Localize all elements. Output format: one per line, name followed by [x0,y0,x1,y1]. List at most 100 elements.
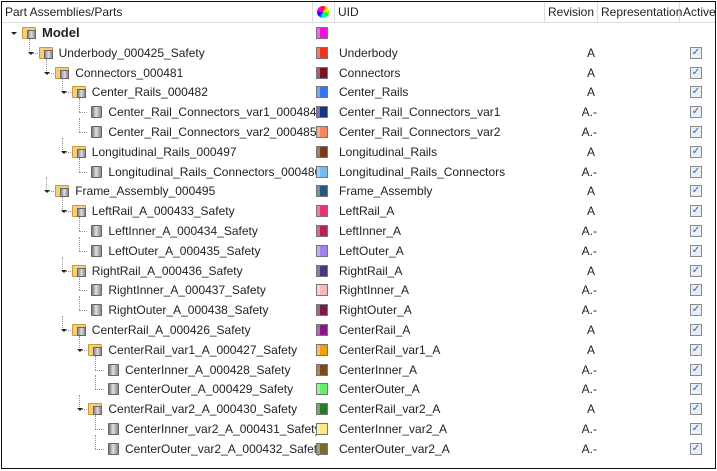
active-checkbox[interactable]: ✓ [690,225,702,237]
expand-toggle-icon[interactable] [60,91,67,95]
active-checkbox[interactable]: ✓ [690,363,702,376]
color-swatch[interactable] [316,145,328,158]
expand-toggle-icon[interactable] [77,348,84,352]
expand-toggle-icon[interactable] [44,190,51,194]
part-name[interactable]: CenterOuter_A_000429_Safety [125,382,294,397]
part-name[interactable]: CenterRail_var1_A_000427_Safety [108,342,298,357]
active-checkbox[interactable]: ✓ [690,304,702,317]
color-swatch[interactable] [316,423,328,435]
color-swatch[interactable] [316,27,328,39]
tree-row[interactable]: RightOuter_A_000438_Safety RightOuter_A A.… [2,296,715,320]
part-name[interactable]: Underbody_000425_Safety [58,45,205,60]
color-cell[interactable] [313,142,335,162]
tree-row[interactable]: LeftInner_A_000434_Safety LeftInner_A A.- ✓ [2,217,715,241]
color-swatch[interactable] [316,126,328,138]
active-checkbox[interactable]: ✓ [690,423,702,435]
active-checkbox[interactable]: ✓ [690,264,702,277]
active-checkbox[interactable]: ✓ [690,383,702,396]
active-checkbox[interactable]: ✓ [690,46,702,59]
expand-toggle-icon[interactable] [60,269,67,273]
color-swatch[interactable] [316,383,328,396]
tree-row[interactable]: RightInner_A_000437_Safety RightInner_A A.… [2,276,715,300]
part-name[interactable]: LeftInner_A_000434_Safety [108,224,258,238]
tree-row[interactable]: CenterRail_var2_A_000430_Safety CenterRai… [2,395,715,419]
tree-row[interactable]: Longitudinal_Rails_Connectors_000486 Long… [2,157,715,182]
tree-row[interactable]: Center_Rails_000482 Center_Rails A ✓ [2,78,715,102]
active-checkbox[interactable]: ✓ [690,403,702,416]
part-name[interactable]: LeftRail_A_000433_Safety [91,204,235,219]
tree-row[interactable]: LeftOuter_A_000435_Safety LeftOuter_A A.- ✓ [2,236,715,261]
active-checkbox[interactable]: ✓ [690,126,702,138]
color-cell[interactable] [313,360,335,380]
color-swatch[interactable] [316,403,328,416]
expand-toggle-icon[interactable] [44,71,51,75]
color-cell[interactable] [313,261,335,281]
color-cell[interactable] [313,162,335,182]
color-cell[interactable] [313,122,335,142]
color-cell[interactable] [313,221,335,241]
part-name[interactable]: Connectors_000481 [75,65,184,80]
expand-toggle-icon[interactable] [60,150,67,154]
color-cell[interactable] [313,399,335,419]
color-swatch[interactable] [316,205,328,218]
part-name[interactable]: Center_Rail_Connectors_var2_000485 [108,125,317,139]
part-name[interactable]: Longitudinal_Rails_000497 [91,144,237,159]
active-checkbox[interactable]: ✓ [690,244,702,257]
tree-row[interactable]: Frame_Assembly_000495 Frame_Assembly A ✓ [2,177,715,201]
active-checkbox[interactable]: ✓ [690,205,702,218]
color-swatch[interactable] [316,304,328,317]
color-swatch[interactable] [316,343,328,356]
part-name[interactable]: Longitudinal_Rails_Connectors_000486 [108,164,322,179]
color-swatch[interactable] [316,363,328,376]
color-swatch[interactable] [316,244,328,257]
color-cell[interactable] [313,241,335,261]
tree-row[interactable]: RightRail_A_000436_Safety RightRail_A A ✓ [2,256,715,281]
color-cell[interactable] [313,201,335,221]
color-cell[interactable] [313,181,335,201]
column-header-uid[interactable]: UID [335,2,545,23]
tree-row[interactable]: CenterInner_var2_A_000431_Safety CenterIn… [2,415,715,439]
color-cell[interactable] [313,43,335,63]
color-cell[interactable] [313,340,335,360]
tree-row[interactable]: LeftRail_A_000433_Safety LeftRail_A A ✓ [2,197,715,221]
color-swatch[interactable] [316,324,328,336]
color-cell[interactable] [313,23,335,43]
color-cell[interactable] [313,419,335,439]
part-name[interactable]: CenterOuter_var2_A_000432_Safety [125,441,324,456]
color-swatch[interactable] [316,284,328,297]
expand-toggle-icon[interactable] [11,32,17,35]
column-header-color[interactable] [313,2,335,23]
part-name[interactable]: Center_Rail_Connectors_var1_000484 [108,105,317,120]
tree-row[interactable]: Connectors_000481 Connectors A ✓ [2,58,715,83]
part-name[interactable]: Center_Rails_000482 [91,85,208,100]
active-checkbox[interactable]: ✓ [690,106,702,119]
part-name[interactable]: RightRail_A_000436_Safety [91,263,243,278]
color-cell[interactable] [313,82,335,102]
color-cell[interactable] [313,320,335,340]
tree-row[interactable]: CenterInner_A_000428_Safety CenterInner_A… [2,355,715,380]
color-swatch[interactable] [316,165,328,178]
expand-toggle-icon[interactable] [60,210,67,214]
tree-row[interactable]: CenterRail_A_000426_Safety CenterRail_A A ✓ [2,316,715,340]
part-name[interactable]: CenterInner_A_000428_Safety [125,362,291,377]
color-cell[interactable] [313,379,335,399]
color-swatch[interactable] [316,86,328,99]
tree-row[interactable]: CenterOuter_A_000429_Safety CenterOuter_A… [2,375,715,399]
expand-toggle-icon[interactable] [77,408,84,412]
column-header-active[interactable]: Active [683,5,716,19]
active-checkbox[interactable]: ✓ [690,145,702,158]
tree-row[interactable]: Center_Rail_Connectors_var1_000484 Center… [2,98,715,122]
part-name[interactable]: Model [42,25,80,40]
part-name[interactable]: RightInner_A_000437_Safety [108,283,266,298]
column-header-representation[interactable]: Representation [598,2,682,23]
part-name[interactable]: CenterRail_var2_A_000430_Safety [108,402,298,417]
color-swatch[interactable] [316,442,328,455]
part-name[interactable]: CenterInner_var2_A_000431_Safety [125,422,321,436]
active-checkbox[interactable]: ✓ [690,185,702,198]
active-checkbox[interactable]: ✓ [690,324,702,336]
part-name[interactable]: LeftOuter_A_000435_Safety [108,243,261,258]
color-swatch[interactable] [316,185,328,198]
active-checkbox[interactable]: ✓ [690,66,702,79]
part-name[interactable]: RightOuter_A_000438_Safety [108,303,269,318]
tree-row[interactable]: Center_Rail_Connectors_var2_000485 Center… [2,118,715,142]
